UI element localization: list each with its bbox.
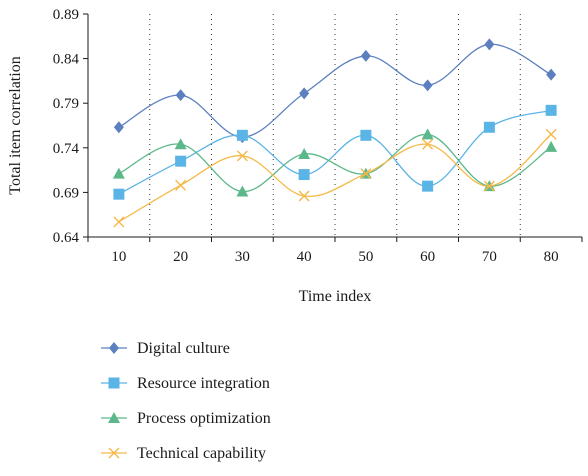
series-line — [118, 133, 552, 193]
data-point — [360, 168, 372, 180]
legend-item: Resource integration — [101, 375, 270, 392]
x-tick-label: 10 — [111, 249, 126, 265]
data-point — [175, 179, 187, 191]
data-point — [545, 128, 557, 140]
data-point — [546, 68, 557, 81]
series-1 — [113, 104, 557, 200]
data-point — [174, 138, 187, 150]
data-point — [545, 104, 557, 116]
data-point — [112, 167, 125, 179]
data-point — [360, 129, 372, 141]
data-point — [298, 148, 311, 160]
data-point — [422, 79, 433, 92]
legend-item: Process optimization — [101, 410, 271, 427]
data-point — [236, 129, 248, 141]
legend-marker — [108, 412, 120, 423]
data-point — [175, 155, 187, 167]
data-point — [298, 169, 310, 181]
legend-label: Resource integration — [137, 375, 270, 392]
x-tick-label: 40 — [297, 249, 312, 265]
legend: Digital culture Resource integration Proce… — [101, 340, 271, 462]
y-tick-label: 0.74 — [53, 141, 80, 157]
legend-label: Technical capability — [137, 445, 266, 462]
series-0 — [113, 38, 557, 144]
data-point — [299, 87, 310, 100]
legend-item: Digital culture — [101, 340, 230, 357]
data-point — [484, 38, 495, 51]
series-layer — [112, 38, 558, 228]
series-line — [118, 133, 552, 223]
x-axis-title: Time index — [299, 288, 372, 305]
legend-marker — [109, 342, 119, 354]
x-tick-label: 30 — [235, 249, 250, 265]
y-tick-label: 0.69 — [53, 185, 79, 201]
legend-label: Digital culture — [137, 340, 230, 357]
series-line — [118, 109, 552, 195]
y-tick-label: 0.64 — [53, 230, 80, 246]
y-tick-label: 0.89 — [53, 7, 79, 23]
data-point — [422, 138, 434, 150]
data-point — [483, 121, 495, 133]
data-point — [113, 216, 125, 228]
x-tick-label: 50 — [358, 249, 373, 265]
data-point — [545, 140, 558, 152]
tick-labels: 0.64 0.69 0.74 0.79 0.84 0.89 10 20 30 40 50 60 70 80 — [53, 7, 583, 265]
data-point — [236, 150, 248, 162]
x-tick-label: 80 — [544, 249, 559, 265]
x-tick-label: 70 — [482, 249, 497, 265]
y-tick-label: 0.84 — [53, 52, 80, 68]
data-point — [483, 180, 495, 192]
data-point — [236, 185, 249, 197]
y-tick-label: 0.79 — [53, 96, 79, 112]
data-point — [113, 121, 124, 134]
legend-label: Process optimization — [137, 410, 271, 427]
y-axis-title: Total item correlation — [7, 56, 24, 194]
data-point — [113, 188, 125, 200]
x-tick-label: 60 — [420, 249, 435, 265]
series-line — [118, 43, 552, 138]
data-point — [422, 180, 434, 192]
data-point — [175, 89, 186, 102]
data-point — [360, 49, 371, 62]
series-3 — [113, 128, 557, 228]
data-point — [421, 128, 434, 140]
x-tick-label: 20 — [173, 249, 188, 265]
legend-item: Technical capability — [101, 445, 266, 462]
legend-marker — [108, 447, 120, 459]
legend-marker — [108, 377, 120, 389]
data-point — [298, 190, 310, 202]
grid — [149, 14, 521, 237]
